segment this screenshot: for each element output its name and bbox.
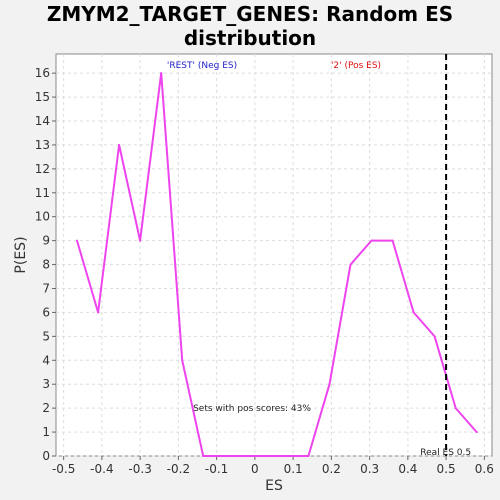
data-point — [139, 239, 142, 242]
data-point — [349, 263, 352, 266]
data-point — [97, 311, 100, 314]
data-point — [244, 455, 247, 457]
neg-es-label: 'REST' (Neg ES) — [167, 61, 237, 71]
plot-area — [55, 53, 493, 457]
y-tick-label: 9 — [42, 234, 50, 248]
series-line — [76, 72, 478, 457]
data-point — [412, 311, 415, 314]
data-point — [160, 72, 163, 75]
y-tick-label: 7 — [42, 282, 50, 296]
y-tick-label: 13 — [35, 138, 50, 152]
x-axis-label: ES — [265, 478, 283, 494]
y-tick-label: 3 — [42, 377, 50, 391]
x-tick-label: 0.1 — [284, 462, 303, 476]
grid-lines — [56, 54, 492, 457]
chart-title: ZMYM2_TARGET_GENES: Random ES distributi… — [0, 2, 500, 50]
chart-title-line1: ZMYM2_TARGET_GENES: Random ES — [46, 2, 454, 26]
data-point — [181, 359, 184, 362]
y-tick-label: 8 — [42, 258, 50, 272]
data-point — [76, 239, 79, 242]
real-es-label: Real ES 0.5 — [420, 448, 471, 458]
y-tick-label: 0 — [42, 449, 50, 463]
y-tick-label: 16 — [35, 66, 50, 80]
data-point — [454, 407, 457, 410]
y-tick-label: 4 — [42, 353, 50, 367]
x-tick-label: -0.5 — [52, 462, 75, 476]
x-tick-label: -0.3 — [128, 462, 151, 476]
data-point — [118, 143, 121, 146]
pos-es-label: '2' (Pos ES) — [331, 61, 381, 71]
data-point — [433, 335, 436, 338]
x-tick-label: 0.2 — [322, 462, 341, 476]
x-tick-label: -0.2 — [167, 462, 190, 476]
x-tick-label: 0.5 — [437, 462, 456, 476]
y-tick-label: 15 — [35, 90, 50, 104]
y-axis-label: P(ES) — [13, 236, 29, 273]
y-tick-label: 11 — [35, 186, 50, 200]
series-group — [76, 72, 478, 457]
data-point — [265, 455, 268, 457]
data-point — [223, 455, 226, 457]
y-tick-label: 12 — [35, 162, 50, 176]
axis-ticks: -0.5 -0.4 -0.3 -0.2 -0.1 0 0.1 0.2 0.3 0.4 0.5 0.6 0… — [35, 66, 494, 476]
annotations: 'REST' (Neg ES) '2' (Pos ES) Sets with p… — [167, 54, 471, 458]
data-point — [307, 455, 310, 457]
y-tick-label: 10 — [35, 210, 50, 224]
x-tick-label: -0.1 — [205, 462, 228, 476]
y-tick-label: 5 — [42, 329, 50, 343]
data-point — [202, 455, 205, 457]
data-point — [391, 239, 394, 242]
pos-scores-label: Sets with pos scores: 43% — [193, 404, 311, 414]
y-tick-label: 14 — [35, 114, 50, 128]
data-point — [286, 455, 289, 457]
chart-title-line2: distribution — [183, 26, 317, 50]
x-tick-label: 0.4 — [398, 462, 417, 476]
y-tick-label: 2 — [42, 401, 50, 415]
x-tick-label: 0 — [251, 462, 259, 476]
x-tick-label: -0.4 — [90, 462, 113, 476]
data-point — [328, 383, 331, 386]
data-point — [370, 239, 373, 242]
x-tick-label: 0.6 — [475, 462, 494, 476]
x-tick-label: 0.3 — [360, 462, 379, 476]
y-tick-label: 6 — [42, 305, 50, 319]
data-point — [475, 431, 478, 434]
y-tick-label: 1 — [42, 425, 50, 439]
